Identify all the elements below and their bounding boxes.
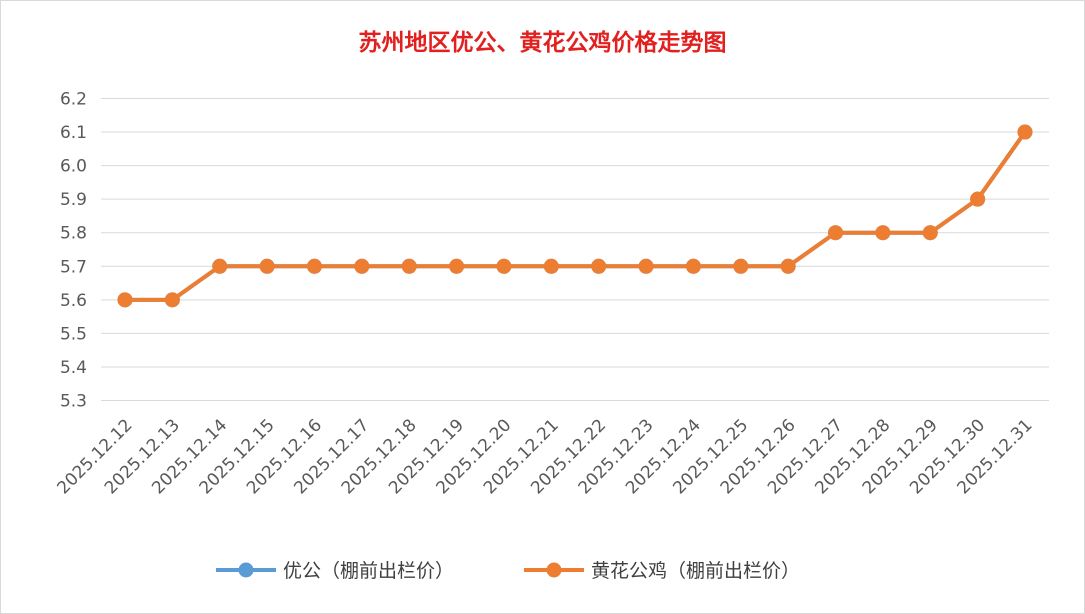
y-tick-label: 5.5 <box>60 324 87 344</box>
legend-item-2: 黄花公鸡（棚前出栏价） <box>524 560 800 582</box>
legend-label: 黄花公鸡（棚前出栏价） <box>591 560 800 582</box>
y-tick-label: 5.8 <box>60 224 87 244</box>
y-tick-label: 5.6 <box>60 291 87 311</box>
data-point <box>1017 124 1033 140</box>
data-point <box>828 225 844 241</box>
data-point <box>685 258 701 274</box>
data-point <box>543 258 559 274</box>
data-point <box>259 258 275 274</box>
y-tick-label: 6.0 <box>60 157 87 177</box>
data-point <box>780 258 796 274</box>
y-axis-ticks: 5.3 5.4 5.5 5.6 5.7 5.8 5.9 6.0 6.1 6.2 <box>60 90 87 412</box>
data-point <box>733 258 749 274</box>
series-2 <box>117 124 1033 308</box>
y-tick-label: 5.7 <box>60 257 87 277</box>
series-1 <box>117 124 1033 308</box>
data-point <box>117 292 133 308</box>
data-point <box>922 225 938 241</box>
data-point <box>354 258 370 274</box>
legend-marker <box>238 562 254 578</box>
data-point <box>875 225 891 241</box>
data-point <box>306 258 322 274</box>
legend-label: 优公（棚前出栏价） <box>283 560 454 582</box>
data-point <box>164 292 180 308</box>
data-point <box>638 258 654 274</box>
grid-lines <box>101 98 1049 401</box>
data-point <box>212 258 228 274</box>
y-tick-label: 6.1 <box>60 123 87 143</box>
legend-marker <box>546 562 562 578</box>
data-point <box>449 258 465 274</box>
chart-title: 苏州地区优公、黄花公鸡价格走势图 <box>358 29 727 56</box>
data-point <box>970 191 986 207</box>
y-tick-label: 5.9 <box>60 190 87 210</box>
legend-item-1: 优公（棚前出栏价） <box>216 560 454 582</box>
series-lines <box>117 124 1033 308</box>
data-point <box>591 258 607 274</box>
data-point <box>496 258 512 274</box>
legend: 优公（棚前出栏价） 黄花公鸡（棚前出栏价） <box>216 560 800 582</box>
data-point <box>401 258 417 274</box>
series-line <box>125 130 1027 302</box>
x-axis-ticks: 2025.12.122025.12.132025.12.142025.12.15… <box>54 415 1037 498</box>
y-tick-label: 5.3 <box>60 392 87 412</box>
series-line <box>125 130 1027 302</box>
y-tick-label: 6.2 <box>60 90 87 110</box>
y-tick-label: 5.4 <box>60 358 87 378</box>
